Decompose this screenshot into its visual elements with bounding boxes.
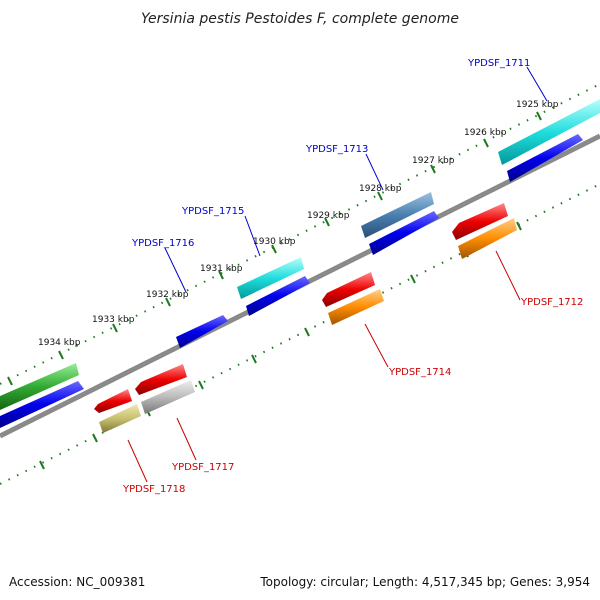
gene-label-ypdsf-1718[interactable]: YPDSF_1718 <box>122 484 185 495</box>
gene-ypdsf-1712[interactable] <box>452 203 508 240</box>
gene-ypdsf-1717-cds[interactable] <box>141 380 195 414</box>
label-leaders <box>127 66 548 483</box>
gene-ypdsf-1715[interactable] <box>237 257 304 299</box>
gene-ypdsf-1713[interactable] <box>361 192 434 238</box>
gene-ypdsf-1718-cds[interactable] <box>99 404 141 433</box>
outer-dotted-ruler <box>0 83 600 385</box>
gene-left-green-cds[interactable] <box>0 381 84 428</box>
leader-line <box>526 66 548 102</box>
leader-line <box>244 215 261 257</box>
gene-ypdsf-1713-cds[interactable] <box>369 211 439 255</box>
gene-ypdsf-1712-cds[interactable] <box>458 218 517 259</box>
leader-line <box>495 250 521 301</box>
leader-line <box>365 153 384 191</box>
genome-summary-text: Topology: circular; Length: 4,517,345 bp… <box>259 575 590 589</box>
gene-ypdsf-1714-cds[interactable] <box>328 289 384 325</box>
gene-left-green[interactable] <box>0 363 79 410</box>
leader-line <box>164 247 187 293</box>
gene-label-ypdsf-1713[interactable]: YPDSF_1713 <box>305 144 368 155</box>
gene-label-ypdsf-1715[interactable]: YPDSF_1715 <box>181 206 244 217</box>
leader-line <box>364 323 389 368</box>
leader-line <box>127 439 148 483</box>
outer-major-ticks <box>7 111 542 386</box>
kbp-label: 1930 kbp <box>253 237 296 247</box>
kbp-labels: 1925 kbp 1926 kbp 1927 kbp 1928 kbp 1929… <box>38 100 559 348</box>
gene-ypdsf-1718[interactable] <box>94 389 132 413</box>
inner-major-ticks <box>39 221 522 470</box>
kbp-label: 1927 kbp <box>412 156 455 166</box>
leader-line <box>176 417 197 461</box>
gene-label-ypdsf-1712[interactable]: YPDSF_1712 <box>520 297 583 308</box>
gene-ypdsf-1714[interactable] <box>322 272 375 307</box>
kbp-label: 1928 kbp <box>359 184 402 194</box>
gene-ypdsf-1717[interactable] <box>135 364 187 395</box>
gene-label-ypdsf-1714[interactable]: YPDSF_1714 <box>388 367 451 378</box>
kbp-label: 1931 kbp <box>200 264 243 274</box>
gene-labels: YPDSF_1711 YPDSF_1713 YPDSF_1715 YPDSF_1… <box>122 58 583 495</box>
kbp-label: 1932 kbp <box>146 290 189 300</box>
gene-ypdsf-1716-cds[interactable] <box>176 315 228 348</box>
gene-ypdsf-1711[interactable] <box>498 99 600 165</box>
gene-label-ypdsf-1716[interactable]: YPDSF_1716 <box>131 238 194 249</box>
gene-label-ypdsf-1711[interactable]: YPDSF_1711 <box>467 58 530 69</box>
kbp-label: 1933 kbp <box>92 315 135 325</box>
gene-label-ypdsf-1717[interactable]: YPDSF_1717 <box>171 462 234 473</box>
kbp-label: 1934 kbp <box>38 338 81 348</box>
accession-text: Accession: NC_009381 <box>9 575 145 589</box>
kbp-label: 1926 kbp <box>464 128 507 138</box>
outer-tick-ruler <box>0 83 600 386</box>
gene-ypdsf-1715-cds[interactable] <box>246 276 310 316</box>
gene-ypdsf-1711-cds[interactable] <box>507 134 583 182</box>
kbp-label: 1929 kbp <box>307 211 350 221</box>
forward-genes <box>0 99 600 428</box>
reverse-genes <box>94 203 517 433</box>
map-title: Yersinia pestis Pestoides F, complete ge… <box>141 11 459 27</box>
kbp-label: 1925 kbp <box>516 100 559 110</box>
